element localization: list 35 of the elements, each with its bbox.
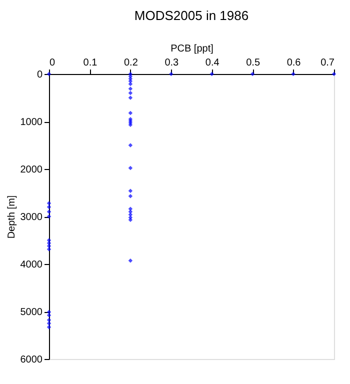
point — [46, 318, 52, 322]
y-tick-label: 6000 — [20, 354, 43, 366]
point — [46, 204, 52, 210]
x-tick-label: 0.4 — [205, 58, 220, 68]
point — [128, 90, 133, 96]
point — [128, 110, 133, 116]
x-tick-label: 0.2 — [124, 58, 138, 68]
y-tick-label: 0 — [36, 70, 43, 80]
point — [128, 188, 133, 193]
point — [128, 218, 133, 222]
x-tick-label: 0.3 — [164, 58, 180, 68]
point — [128, 206, 133, 212]
x-tick-label: 0.1 — [83, 58, 98, 68]
point — [250, 72, 255, 76]
point — [128, 194, 133, 198]
x-tick-label: 0 — [50, 58, 56, 68]
x-tick-label: 0.6 — [286, 58, 302, 68]
point — [46, 214, 52, 219]
x-axis-title: PCB [ppt] — [170, 44, 214, 54]
chart-title: MODS2005 in 1986 — [134, 8, 249, 23]
y-tick-label: 5000 — [20, 307, 43, 318]
point — [332, 72, 336, 76]
y-tick-label: 3000 — [20, 212, 43, 223]
point — [46, 72, 52, 76]
y-tick-label: 2000 — [20, 164, 43, 176]
y-tick-label: 1000 — [20, 117, 43, 128]
y-axis-title: Depth [m] — [6, 195, 18, 239]
point — [128, 258, 133, 263]
point — [46, 310, 52, 314]
point — [128, 166, 133, 170]
x-tick-label: 0.5 — [246, 58, 260, 68]
y-tick-label: 4000 — [20, 260, 43, 270]
point — [46, 244, 52, 248]
x-tick-label: 0.7 — [320, 58, 335, 68]
point — [128, 82, 133, 86]
